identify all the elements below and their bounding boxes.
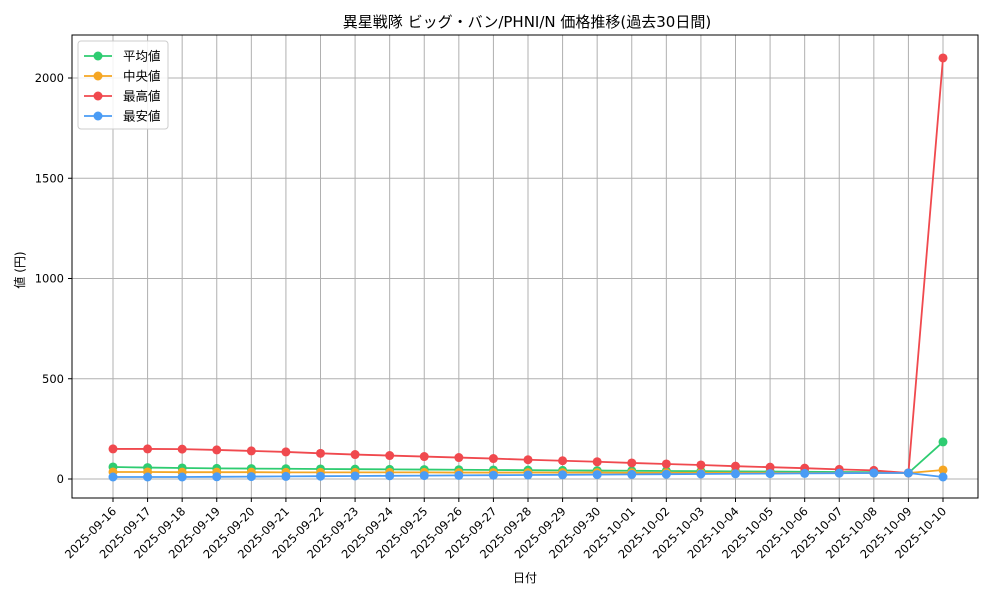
data-point: [177, 444, 187, 454]
data-point: [558, 456, 568, 466]
data-point: [696, 469, 706, 479]
legend-box: [77, 40, 169, 130]
data-point: [938, 472, 948, 482]
data-point: [661, 459, 671, 469]
data-point: [592, 470, 602, 480]
y-tick-label: 1000: [35, 272, 64, 286]
y-tick-label: 500: [42, 372, 64, 386]
x-axis: 2025-09-162025-09-172025-09-182025-09-19…: [62, 498, 949, 561]
data-point: [834, 468, 844, 478]
data-point: [108, 444, 118, 454]
data-point: [558, 470, 568, 480]
legend-marker: [93, 91, 103, 101]
data-point: [696, 460, 706, 470]
legend-label: 中央値: [123, 69, 161, 84]
legend-marker: [93, 111, 103, 121]
series-lines: [108, 53, 948, 482]
data-point: [108, 472, 118, 482]
plot-frame: [71, 34, 979, 499]
data-point: [212, 472, 222, 482]
data-point: [938, 53, 948, 63]
y-tick-label: 2000: [35, 71, 64, 85]
legend-marker: [93, 51, 103, 61]
data-point: [938, 437, 948, 447]
data-point: [419, 452, 429, 462]
data-point: [661, 469, 671, 479]
data-point: [350, 471, 360, 481]
data-point: [523, 455, 533, 465]
data-point: [143, 444, 153, 454]
data-point: [903, 468, 913, 478]
data-point: [281, 471, 291, 481]
y-axis-label: 値 (円): [12, 251, 27, 288]
legend-marker: [93, 71, 103, 81]
data-point: [592, 457, 602, 467]
series-2: [108, 53, 948, 478]
data-point: [765, 462, 775, 472]
y-axis: 0 500 1000 1500 2000: [35, 71, 72, 486]
data-point: [143, 472, 153, 482]
data-point: [454, 470, 464, 480]
data-point: [627, 469, 637, 479]
data-point: [316, 448, 325, 458]
data-point: [765, 469, 775, 479]
legend-label: 最高値: [123, 89, 161, 104]
legend-label: 平均値: [123, 49, 161, 64]
data-point: [869, 468, 879, 478]
data-point: [731, 461, 740, 471]
data-point: [350, 450, 360, 460]
grid-lines: [72, 35, 978, 498]
legend-label: 最安値: [123, 109, 161, 124]
data-point: [246, 446, 256, 456]
data-point: [246, 472, 256, 482]
data-point: [523, 470, 533, 480]
data-point: [731, 469, 740, 479]
data-point: [385, 451, 395, 461]
series-3: [108, 468, 948, 482]
data-point: [212, 445, 222, 455]
y-tick-label: 1500: [35, 171, 64, 185]
data-point: [281, 447, 291, 457]
data-point: [488, 470, 498, 480]
data-point: [419, 471, 429, 481]
y-tick-label: 0: [57, 472, 64, 486]
data-point: [454, 453, 464, 463]
data-point: [627, 458, 637, 468]
data-point: [800, 468, 810, 478]
data-point: [938, 465, 948, 475]
data-point: [385, 471, 395, 481]
data-point: [488, 454, 498, 464]
x-axis-label: 日付: [513, 571, 537, 585]
data-point: [177, 472, 187, 482]
chart-title: 異星戦隊 ビッグ・バン/PHNI/N 価格推移(過去30日間): [343, 13, 711, 31]
data-point: [316, 471, 325, 481]
